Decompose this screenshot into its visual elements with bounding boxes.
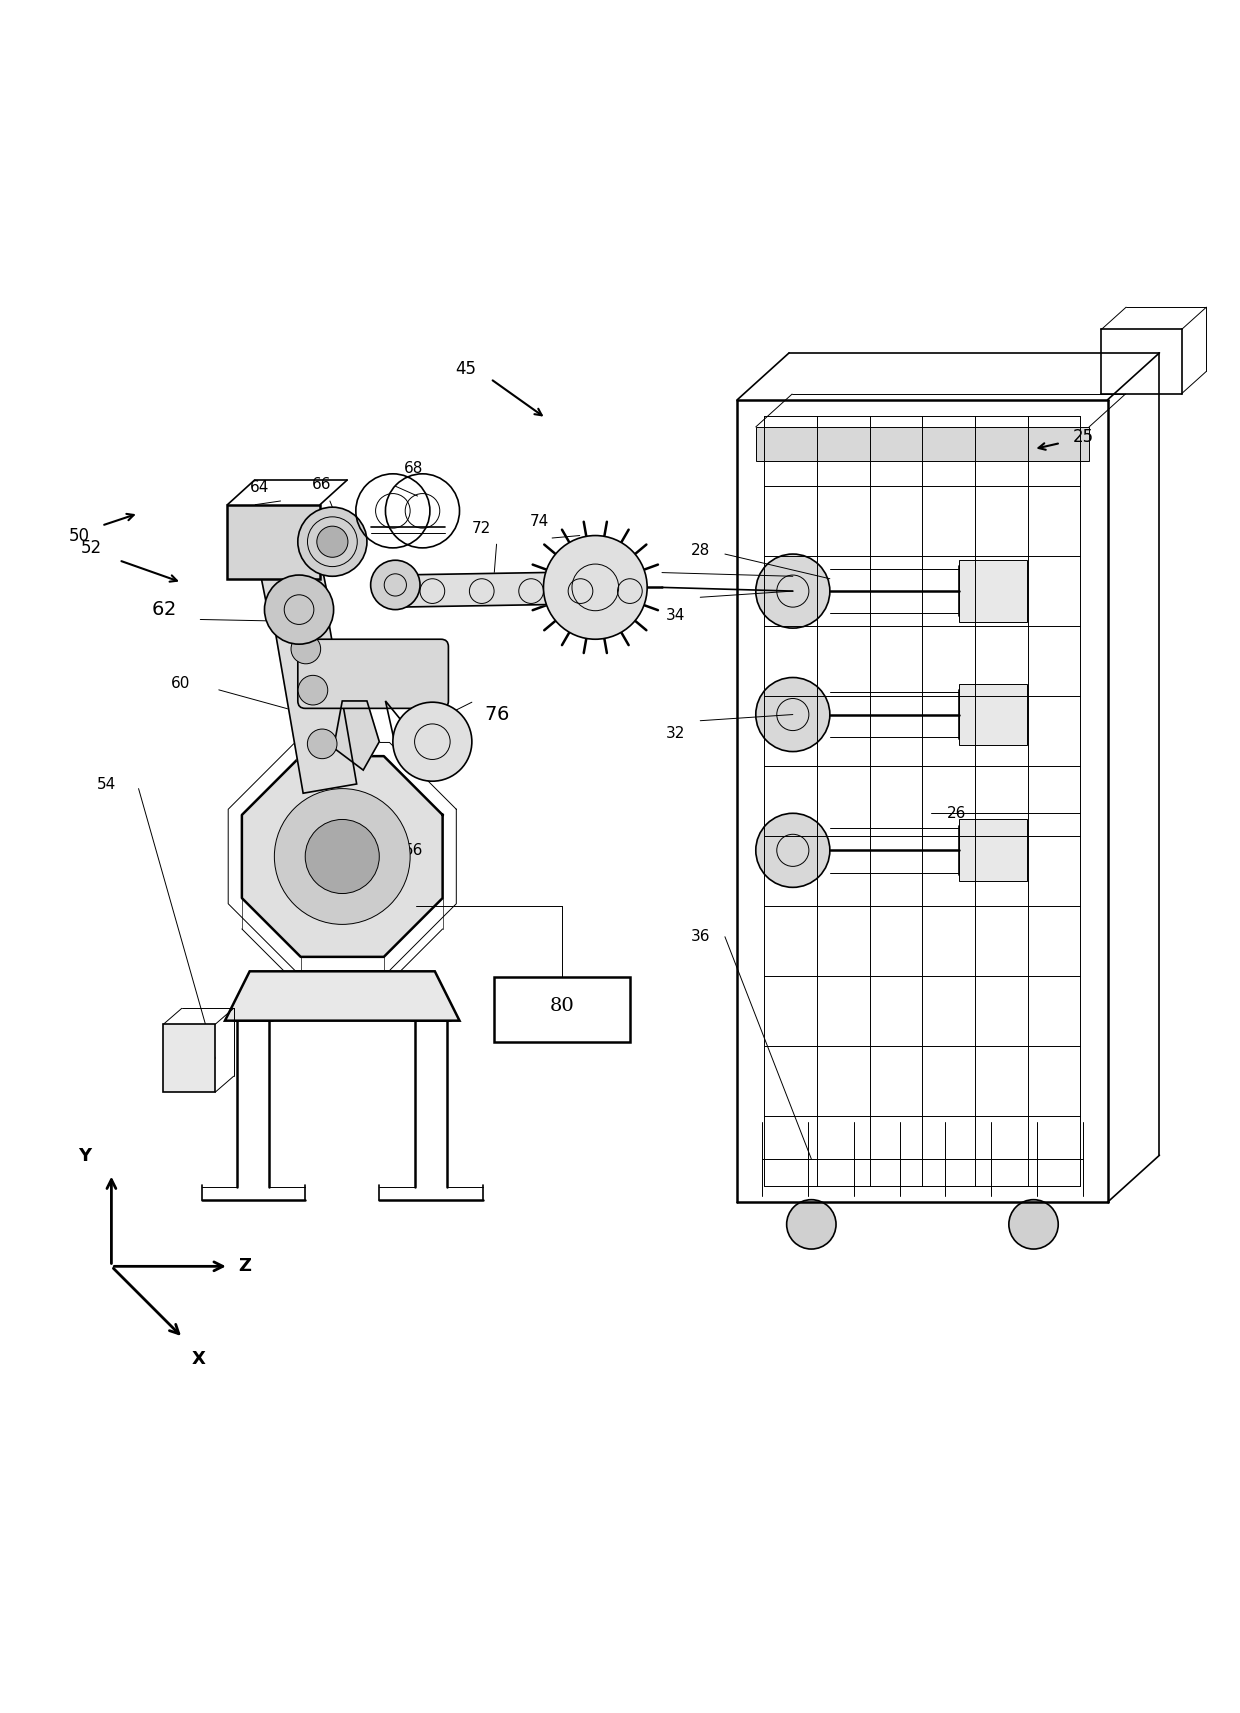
Text: Y: Y xyxy=(78,1148,91,1165)
Circle shape xyxy=(393,702,472,781)
Circle shape xyxy=(756,814,830,887)
Text: $\mathit{62}$: $\mathit{62}$ xyxy=(151,600,176,618)
Circle shape xyxy=(1009,1199,1058,1249)
Text: 66: 66 xyxy=(311,478,331,492)
Bar xyxy=(756,427,1089,461)
Polygon shape xyxy=(224,971,460,1021)
Circle shape xyxy=(543,536,647,639)
Text: 72: 72 xyxy=(472,521,491,536)
Circle shape xyxy=(317,526,348,557)
Text: 34: 34 xyxy=(666,608,686,624)
Text: 58: 58 xyxy=(290,704,309,718)
Text: 68: 68 xyxy=(404,461,423,476)
Text: Z: Z xyxy=(238,1257,252,1276)
Circle shape xyxy=(298,675,327,706)
Bar xyxy=(227,505,320,579)
Text: 26: 26 xyxy=(947,805,966,821)
Text: 32: 32 xyxy=(666,726,686,740)
Circle shape xyxy=(305,819,379,894)
Polygon shape xyxy=(334,701,379,771)
Text: 74: 74 xyxy=(531,514,549,529)
Text: 64: 64 xyxy=(249,480,269,495)
Text: 50: 50 xyxy=(68,526,89,545)
Polygon shape xyxy=(396,572,614,606)
FancyBboxPatch shape xyxy=(298,639,449,709)
Text: 80: 80 xyxy=(549,997,574,1016)
Bar xyxy=(960,819,1028,880)
Text: 25: 25 xyxy=(1073,428,1094,445)
Text: 60: 60 xyxy=(171,677,191,690)
Polygon shape xyxy=(273,605,357,793)
Circle shape xyxy=(756,678,830,752)
Text: X: X xyxy=(192,1350,206,1369)
Text: 54: 54 xyxy=(97,778,117,793)
Circle shape xyxy=(291,634,321,665)
Text: 52: 52 xyxy=(81,540,102,557)
Bar xyxy=(164,1024,215,1093)
Circle shape xyxy=(298,507,367,576)
Bar xyxy=(494,978,630,1042)
Bar xyxy=(960,683,1028,745)
Circle shape xyxy=(274,788,410,925)
Text: 56: 56 xyxy=(404,843,423,858)
Circle shape xyxy=(756,553,830,629)
Text: 70: 70 xyxy=(392,594,410,610)
Text: 45: 45 xyxy=(455,360,476,379)
Polygon shape xyxy=(257,541,330,615)
Bar xyxy=(960,560,1028,622)
Polygon shape xyxy=(242,755,443,958)
Text: 36: 36 xyxy=(691,928,711,944)
Circle shape xyxy=(308,730,337,759)
Text: $\mathit{76}$: $\mathit{76}$ xyxy=(484,706,510,725)
Text: 28: 28 xyxy=(691,543,711,558)
Circle shape xyxy=(371,560,420,610)
Circle shape xyxy=(264,576,334,644)
Circle shape xyxy=(786,1199,836,1249)
